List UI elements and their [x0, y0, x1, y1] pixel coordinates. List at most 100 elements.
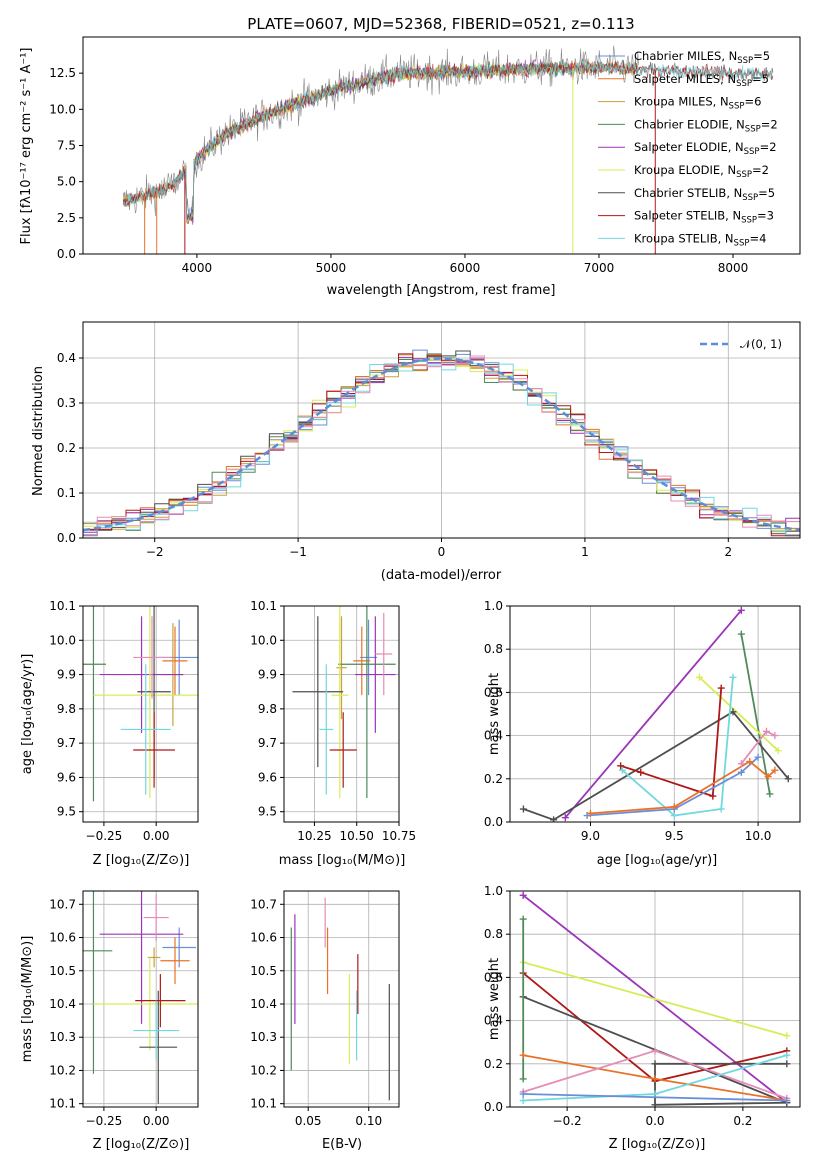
y-tick-label: 10.4 — [49, 997, 76, 1011]
weight-marker — [617, 762, 625, 770]
x-tick-label: 10.75 — [382, 829, 416, 843]
y-tick-label: 10.6 — [250, 931, 277, 945]
mass-vs-metallicity-xlabel: Z [log₁₀(Z/Z⊙)] — [93, 1137, 190, 1152]
legend-label: Salpeter STELIB, NSSP=3 — [634, 209, 774, 226]
axes-frame — [82, 605, 199, 823]
weight-marker — [651, 1060, 659, 1068]
y-tick-label: 10.0 — [49, 633, 76, 647]
x-tick-label: 10.25 — [297, 829, 331, 843]
x-tick-label: 9.5 — [665, 829, 684, 843]
axes-frame — [82, 36, 801, 255]
normal-curve — [83, 357, 800, 532]
clipped-layer — [519, 606, 792, 822]
weight-marker — [762, 727, 770, 735]
weight-marker — [783, 1051, 791, 1059]
legend-label: Kroupa MILES, NSSP=6 — [634, 95, 761, 112]
y-tick-label: 10.3 — [49, 1030, 76, 1044]
weight-marker — [670, 812, 678, 820]
x-tick-label: 0 — [438, 545, 446, 559]
weight-line-chabrier-elodie — [740, 633, 771, 795]
weight-marker — [561, 814, 569, 822]
x-tick-label: 5000 — [316, 261, 347, 275]
clipped-layer — [122, 45, 774, 254]
weight-marker — [651, 1047, 659, 1055]
x-tick-label: 7000 — [584, 261, 615, 275]
y-tick-label: 0.2 — [484, 772, 503, 786]
y-tick-label: 10.4 — [250, 997, 277, 1011]
weight-marker — [737, 768, 745, 776]
weight-vs-age-ylabel: mass weight — [487, 673, 502, 755]
y-tick-label: 10.5 — [250, 964, 277, 978]
clipped-layer — [290, 897, 390, 1101]
y-tick-label: 7.5 — [57, 139, 76, 153]
legend-label: Chabrier STELIB, NSSP=5 — [634, 186, 775, 203]
y-tick-label: 1.0 — [484, 599, 503, 613]
y-tick-label: 9.6 — [57, 770, 76, 784]
axes-frame — [509, 890, 801, 1108]
clipped-layer — [519, 891, 791, 1107]
weight-marker — [637, 768, 645, 776]
y-tick-label: 9.8 — [258, 702, 277, 716]
age-vs-mass-xlabel: mass [log₁₀(M/M⊙)] — [279, 853, 406, 868]
clipped-layer — [83, 349, 800, 537]
spectrum-panel: PLATE=0607, MJD=52368, FIBERID=0521, z=0… — [19, 15, 801, 298]
y-tick-label: 10.2 — [250, 1063, 277, 1077]
weight-vs-metallicity-xlabel: Z [log₁₀(Z/Z⊙)] — [609, 1137, 706, 1152]
weight-vs-age-xlabel: age [log₁₀(age/yr)] — [597, 853, 718, 868]
age-vs-metallicity-panel: −0.25 0.00 9.5 9.6 9.7 9.8 9.9 10.0 10.1 Z [log₁… — [20, 599, 199, 868]
weight-vs-metallicity-ylabel: mass weight — [487, 958, 502, 1040]
weight-marker — [746, 758, 754, 766]
y-tick-label: 0.6 — [484, 685, 503, 699]
mass-vs-ebv-plot-area: 0.05 0.10 10.1 10.2 10.3 10.4 10.5 10.6 10.7 — [250, 890, 400, 1128]
spectrum-xlabel: wavelength [Angstrom, rest frame] — [327, 283, 556, 298]
x-tick-label: 0.2 — [733, 1114, 752, 1128]
y-tick-label: 0.6 — [484, 970, 503, 984]
weight-marker — [771, 732, 779, 740]
weight-marker — [519, 1097, 527, 1105]
histogram-plot-area: −2 −1 0 1 2 0.0 0.1 0.2 0.3 0.4 — [57, 321, 801, 559]
weight-marker — [783, 1060, 791, 1068]
y-tick-label: 10.3 — [250, 1030, 277, 1044]
axes-frame — [283, 605, 400, 823]
spectrum-plot-area: 4000 5000 6000 7000 8000 0.0 2.5 5.0 7.5 10.0 12.5… — [49, 36, 801, 275]
spectrum-line-salpeter-miles — [122, 58, 639, 222]
histogram-step-pink — [83, 355, 800, 536]
x-tick-label: 8000 — [718, 261, 749, 275]
y-tick-label: 9.6 — [258, 770, 277, 784]
weight-marker — [754, 753, 762, 761]
clipped-layer — [83, 891, 198, 1104]
mass-vs-ebv-xlabel: E(B-V) — [322, 1137, 362, 1152]
weight-marker — [651, 1101, 659, 1107]
spectrum-title: PLATE=0607, MJD=52368, FIBERID=0521, z=0… — [247, 15, 634, 33]
y-tick-label: 0.0 — [57, 247, 76, 261]
y-tick-label: 9.7 — [57, 736, 76, 750]
y-tick-label: 10.1 — [250, 1097, 277, 1111]
mass-vs-ebv-panel: 0.05 0.10 10.1 10.2 10.3 10.4 10.5 10.6 10.7 E(B… — [250, 890, 400, 1152]
y-tick-label: 0.0 — [484, 815, 503, 829]
x-tick-label: 0.00 — [143, 829, 170, 843]
weight-marker — [771, 766, 779, 774]
y-tick-label: 10.7 — [250, 897, 277, 911]
weight-marker — [670, 803, 678, 811]
x-tick-label: 0.10 — [355, 1114, 382, 1128]
weight-marker — [709, 792, 717, 800]
age-vs-metallicity-plot-area: −0.25 0.00 9.5 9.6 9.7 9.8 9.9 10.0 10.1 — [49, 599, 199, 843]
weight-marker — [586, 809, 594, 817]
x-tick-label: 10.50 — [340, 829, 374, 843]
mass-vs-metallicity-panel: −0.25 0.00 10.1 10.2 10.3 10.4 10.5 10.6 10.7 Z … — [20, 890, 199, 1152]
weight-marker — [519, 915, 527, 923]
weight-line-kroupa-elodie — [698, 676, 779, 752]
legend-label: Salpeter MILES, NSSP=5 — [634, 72, 769, 89]
x-tick-label: 0.0 — [645, 1114, 664, 1128]
weight-marker — [550, 816, 558, 822]
spectrum-line-kroupa-stelib — [122, 58, 774, 222]
weight-marker — [783, 1097, 791, 1105]
y-tick-label: 0.3 — [57, 396, 76, 410]
legend-label: Kroupa ELODIE, NSSP=2 — [634, 163, 769, 180]
axes-frame — [82, 890, 199, 1108]
weight-line-salpeter-stelib — [620, 688, 723, 798]
spectrum-line-kroupa-miles — [122, 60, 639, 224]
y-tick-label: 9.5 — [258, 805, 277, 819]
histogram-ylabel: Normed distribution — [31, 366, 46, 496]
weight-marker — [618, 766, 626, 774]
